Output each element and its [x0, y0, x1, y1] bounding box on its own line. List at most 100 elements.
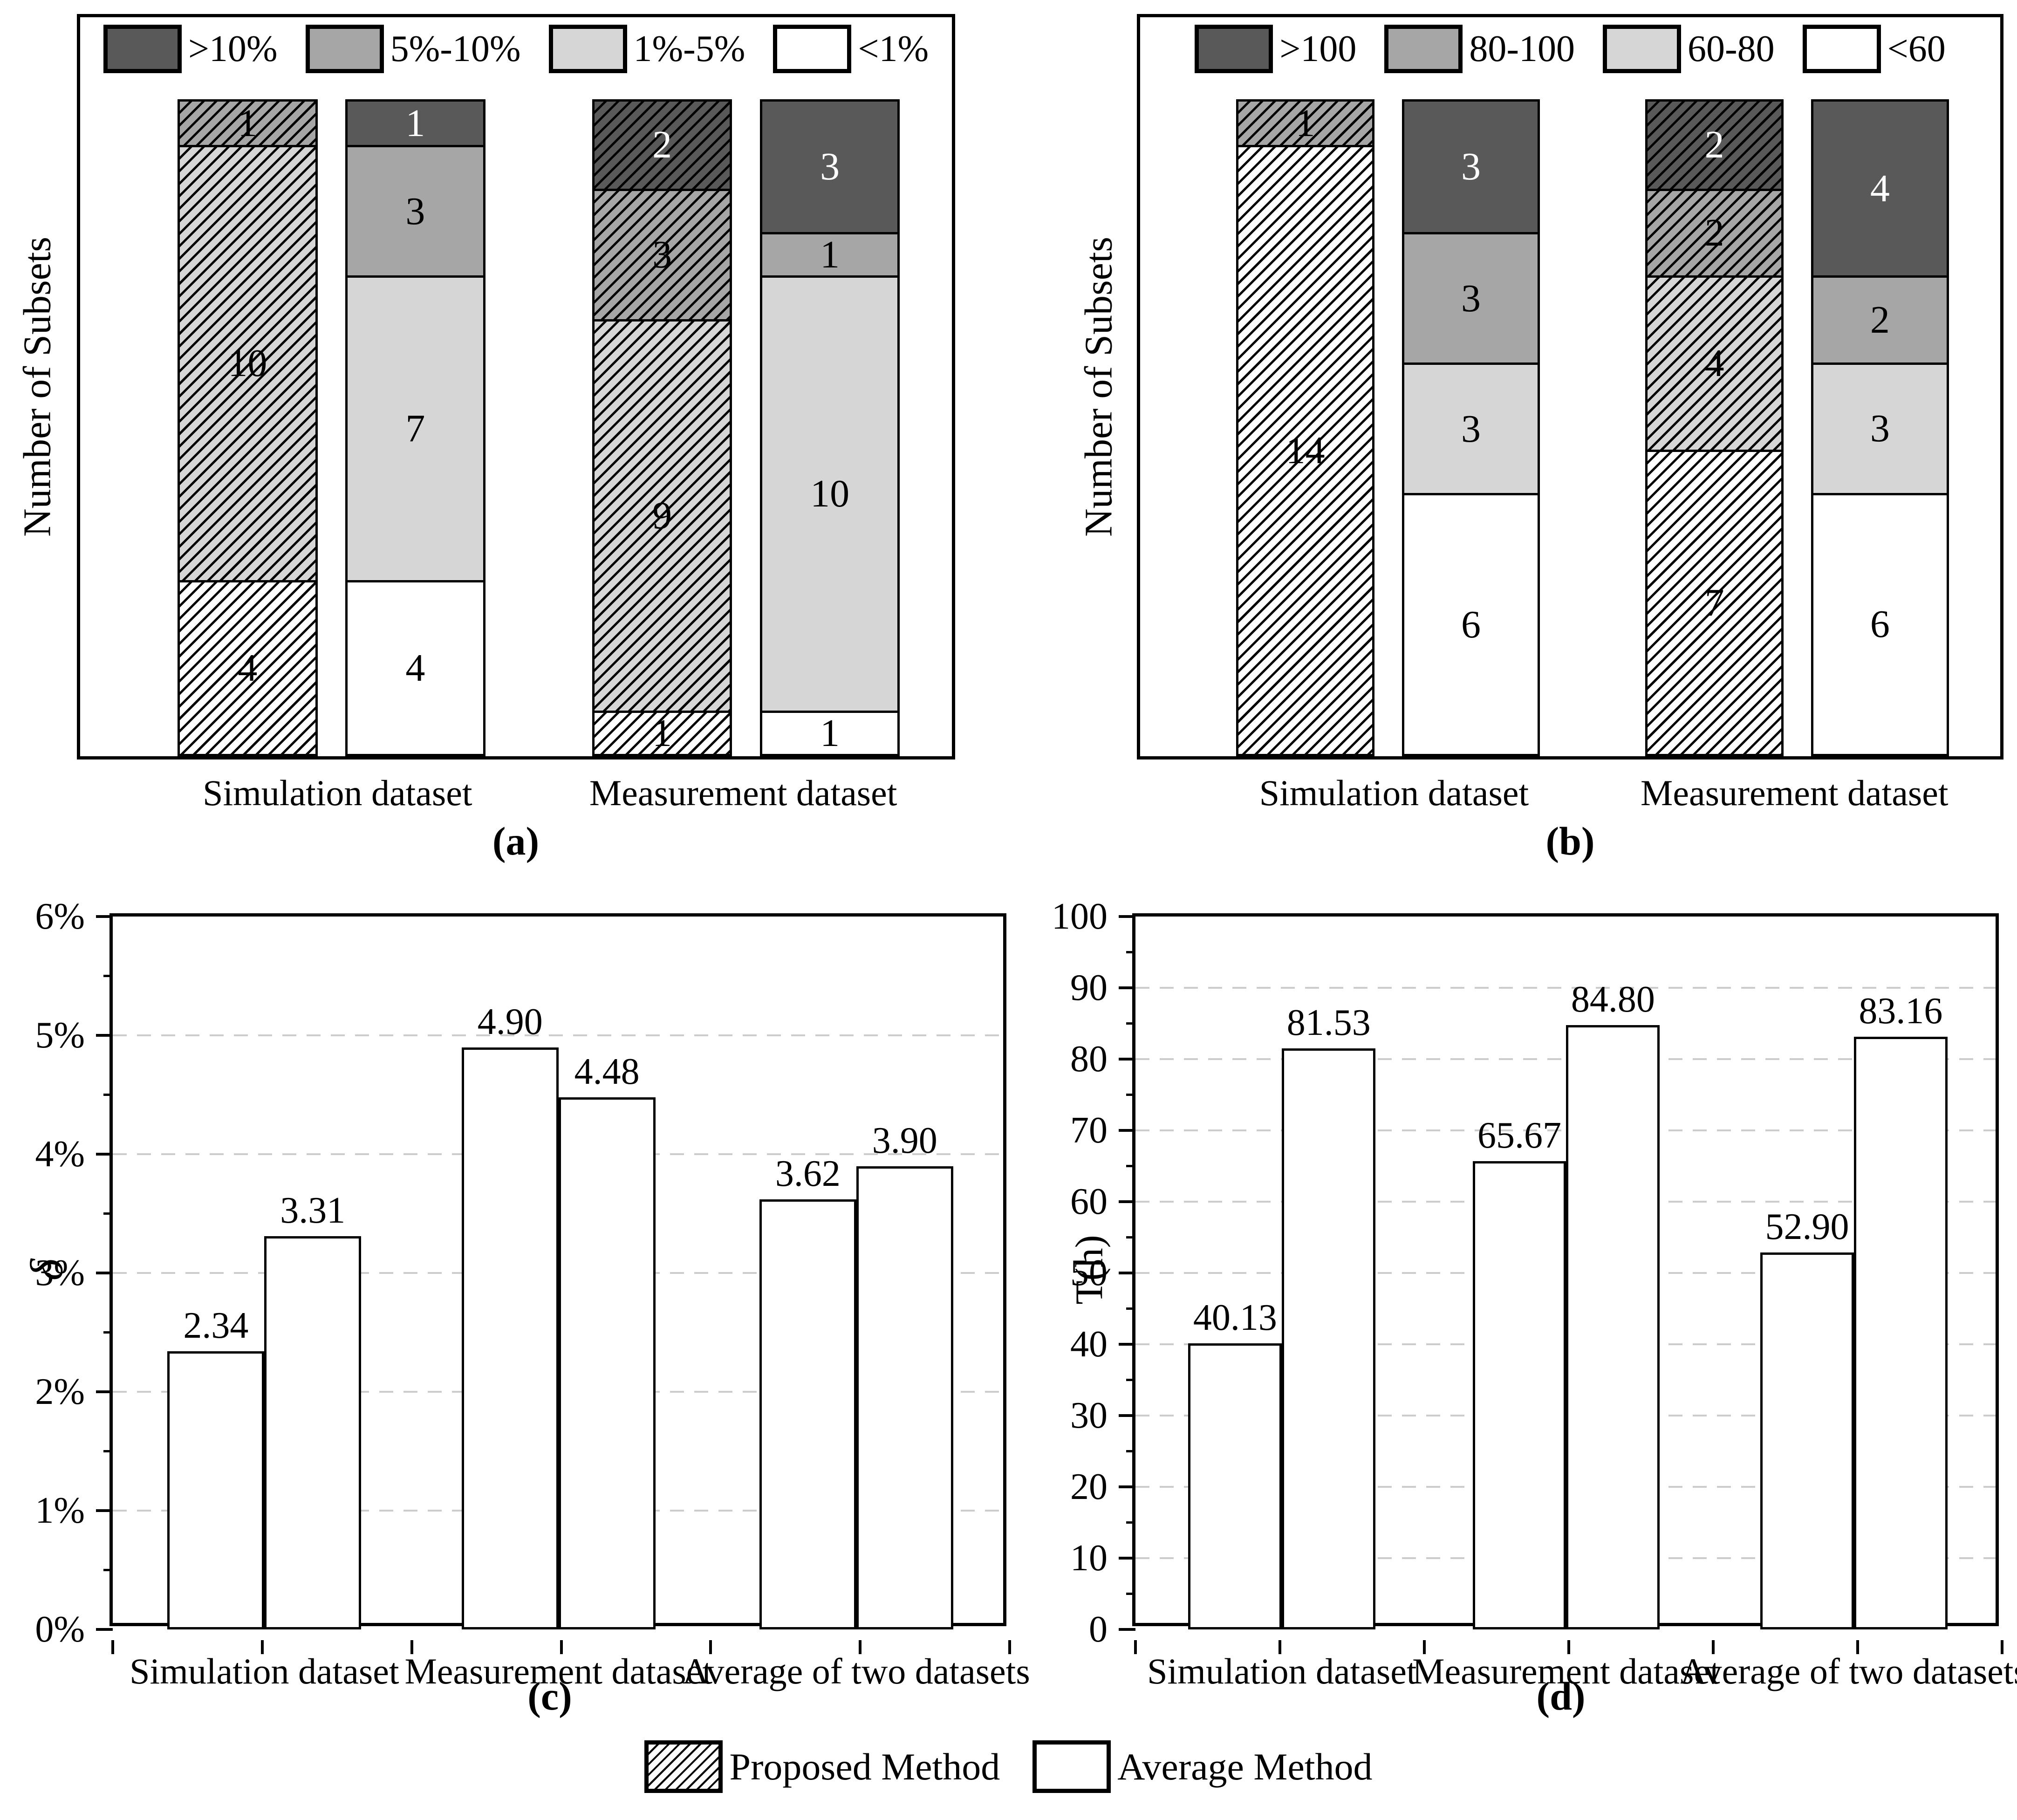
legend-item: <60 [1802, 25, 1946, 73]
x-axis-tick [1856, 1640, 1859, 1654]
y-axis-tick [1119, 1129, 1135, 1132]
stacked-bar: 3 1 10 1 [759, 99, 900, 756]
grouped-bar [167, 1351, 265, 1629]
y-axis-tick [1119, 1628, 1135, 1631]
x-axis-tick [1712, 1640, 1715, 1654]
bar-value-label: 81.53 [1286, 1002, 1371, 1043]
y-axis-tick [96, 1628, 113, 1631]
x-axis-category-label: Simulation dataset [1259, 773, 1529, 813]
grouped-bar [1188, 1343, 1282, 1629]
figure-legend: Proposed Method Average Method [0, 1740, 2017, 1793]
bar-segment: 10 [762, 275, 898, 711]
legend-label: 5%-10% [390, 28, 521, 69]
y-axis-tick [96, 1390, 113, 1393]
x-axis-category-label: Simulation dataset [203, 773, 472, 813]
x-axis-tick [859, 1640, 862, 1654]
x-axis-tick [1279, 1640, 1281, 1654]
legend-swatch-icon [1802, 25, 1881, 73]
y-axis-minor-tick [1126, 1593, 1135, 1595]
y-axis-tick-label: 5% [35, 1015, 85, 1056]
y-axis-tick [1119, 915, 1135, 918]
legend-swatch-icon [103, 25, 182, 73]
bar-segment: 3 [1813, 362, 1947, 493]
legend-item: 80-100 [1384, 25, 1575, 73]
bar-segment: 3 [348, 145, 483, 276]
bar-segment: 9 [594, 319, 730, 711]
y-axis-tick-label: 0% [35, 1609, 85, 1650]
legend-swatch-icon [1384, 25, 1463, 73]
x-axis-tick [709, 1640, 712, 1654]
x-axis-tick [1567, 1640, 1570, 1654]
y-axis-minor-tick [1126, 1236, 1135, 1238]
average-method-swatch-icon [1032, 1740, 1111, 1793]
proposed-method-swatch-icon [644, 1740, 723, 1793]
y-axis-tick-label: 2% [35, 1371, 85, 1412]
bar-segment: 2 [594, 102, 730, 189]
y-axis-tick [96, 1272, 113, 1274]
y-axis-minor-tick [1126, 951, 1135, 953]
x-axis-tick [2001, 1640, 2003, 1654]
y-axis-tick-label: 70 [1070, 1110, 1108, 1151]
y-axis-minor-tick [1126, 1094, 1135, 1096]
bar-value-label: 65.67 [1477, 1115, 1561, 1156]
chart-d-caption: (d) [1536, 1674, 1586, 1718]
bar-segment: 1 [180, 102, 315, 145]
legend-label: <60 [1887, 28, 1946, 69]
bar-segment: 6 [1404, 493, 1538, 754]
chart-a-y-axis-label: Number of Subsets [15, 237, 59, 537]
legend-item: >10% [103, 25, 278, 73]
chart-c-plot-area: 0% 1% 2% 3% 4% 5% 6% 2.34 3.31 Simulation dataset… [35, 898, 1030, 1691]
y-axis-minor-tick [1126, 1165, 1135, 1167]
chart-a-legend: >10% 5%-10% 1%-5% <1% [80, 25, 952, 73]
y-axis-tick [1119, 1200, 1135, 1203]
bar-segment: 3 [1404, 232, 1538, 363]
y-axis-tick-label: 90 [1070, 967, 1108, 1008]
legend-label: Average Method [1117, 1745, 1373, 1788]
y-axis-tick [1119, 1343, 1135, 1346]
x-axis-category-label: Simulation dataset [1147, 1651, 1417, 1691]
bar-segment: 1 [594, 710, 730, 754]
bar-segment: 3 [594, 188, 730, 319]
legend-swatch-icon [305, 25, 384, 73]
y-axis-minor-tick [103, 1094, 113, 1096]
y-axis-tick [1119, 1557, 1135, 1560]
x-axis-tick [260, 1640, 264, 1654]
bar-segment: 2 [1813, 275, 1947, 363]
bar-segment: 3 [762, 102, 898, 232]
bar-value-label: 2.34 [183, 1305, 249, 1347]
legend-label: Proposed Method [729, 1745, 1000, 1788]
legend-item-proposed-method: Proposed Method [644, 1740, 1000, 1793]
grouped-bar [1282, 1048, 1376, 1629]
y-axis-tick-label: 4% [35, 1134, 85, 1175]
x-axis-category-label: Average of two datasets [682, 1651, 1030, 1691]
legend-item-average-method: Average Method [1032, 1740, 1373, 1793]
legend-label: <1% [858, 28, 929, 69]
y-axis-tick [96, 1509, 113, 1512]
bar-value-label: 4.90 [477, 1001, 543, 1042]
bar-segment: 1 [348, 102, 483, 145]
x-axis-tick [1423, 1640, 1426, 1654]
legend-label: 1%-5% [633, 28, 745, 69]
grouped-bar [1760, 1252, 1854, 1629]
y-axis-tick [1119, 1485, 1135, 1488]
y-axis-tick [1119, 986, 1135, 989]
bar-segment: 3 [1404, 363, 1538, 493]
legend-swatch-icon [773, 25, 852, 73]
bar-value-label: 40.13 [1193, 1297, 1277, 1338]
bar-segment: 4 [1813, 102, 1947, 276]
legend-item: 5%-10% [305, 25, 521, 73]
legend-swatch-icon [548, 25, 627, 73]
bar-segment: 3 [1404, 102, 1538, 232]
y-axis-tick [1119, 1414, 1135, 1417]
y-axis-tick [1119, 1272, 1135, 1274]
chart-a-caption: (a) [492, 819, 540, 863]
y-axis-tick-label: 1% [35, 1490, 85, 1531]
bar-segment: 2 [1648, 188, 1781, 276]
chart-d-plot-area: 0 10 20 30 40 50 60 70 80 90 100 40.13 81.53 Simulati… [1052, 898, 2017, 1691]
y-axis-tick-label: 80 [1070, 1039, 1108, 1080]
legend-label: 60-80 [1688, 28, 1775, 69]
y-axis-tick-label: 100 [1052, 896, 1108, 937]
